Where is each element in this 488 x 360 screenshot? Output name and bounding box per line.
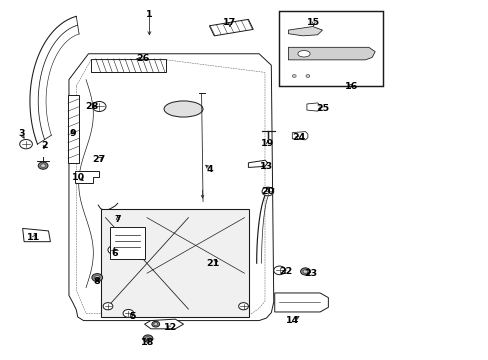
Text: 5: 5 xyxy=(129,312,135,321)
Circle shape xyxy=(304,73,311,79)
Text: 13: 13 xyxy=(259,162,272,171)
Circle shape xyxy=(273,266,285,275)
Polygon shape xyxy=(292,132,307,140)
Text: 18: 18 xyxy=(141,338,154,347)
Bar xyxy=(68,95,79,163)
Text: 16: 16 xyxy=(345,82,358,91)
Text: 9: 9 xyxy=(69,129,76,138)
Circle shape xyxy=(154,323,158,325)
Bar xyxy=(91,59,166,72)
Polygon shape xyxy=(306,103,320,111)
Text: 6: 6 xyxy=(111,249,118,258)
Text: 17: 17 xyxy=(223,18,236,27)
Circle shape xyxy=(300,268,310,275)
Circle shape xyxy=(292,75,296,77)
Circle shape xyxy=(92,274,102,282)
Circle shape xyxy=(305,75,309,77)
Text: 23: 23 xyxy=(303,269,316,278)
Circle shape xyxy=(143,335,153,342)
Text: 2: 2 xyxy=(41,141,48,150)
Text: 25: 25 xyxy=(315,104,328,113)
Text: 27: 27 xyxy=(92,155,105,164)
Text: 19: 19 xyxy=(261,139,274,148)
Text: 15: 15 xyxy=(306,18,320,27)
Text: 1: 1 xyxy=(146,10,152,19)
Ellipse shape xyxy=(163,101,203,117)
Text: 8: 8 xyxy=(94,276,101,285)
Bar xyxy=(278,11,383,86)
Circle shape xyxy=(92,102,106,112)
Polygon shape xyxy=(288,27,322,36)
Text: 4: 4 xyxy=(206,165,213,174)
Text: 21: 21 xyxy=(206,259,219,268)
Circle shape xyxy=(20,139,32,149)
Circle shape xyxy=(103,303,113,310)
Polygon shape xyxy=(144,319,183,329)
Circle shape xyxy=(108,246,120,254)
Circle shape xyxy=(152,321,159,327)
Circle shape xyxy=(38,162,48,169)
Circle shape xyxy=(123,310,134,318)
Polygon shape xyxy=(75,171,99,183)
Text: 24: 24 xyxy=(292,133,305,142)
Text: 26: 26 xyxy=(136,54,149,63)
Text: 7: 7 xyxy=(114,215,121,224)
Text: 22: 22 xyxy=(279,267,292,276)
Text: 10: 10 xyxy=(72,173,85,182)
Circle shape xyxy=(290,73,298,79)
Text: 14: 14 xyxy=(285,316,298,325)
Polygon shape xyxy=(288,47,374,60)
Circle shape xyxy=(238,303,248,310)
Circle shape xyxy=(303,270,307,273)
Polygon shape xyxy=(274,293,328,312)
Polygon shape xyxy=(248,160,267,167)
Circle shape xyxy=(94,275,100,279)
Text: 20: 20 xyxy=(261,187,274,196)
Polygon shape xyxy=(209,19,253,36)
Bar xyxy=(101,209,249,317)
Text: 28: 28 xyxy=(85,102,99,111)
Bar xyxy=(110,226,144,259)
Ellipse shape xyxy=(297,50,309,57)
Circle shape xyxy=(262,187,273,196)
Text: 12: 12 xyxy=(163,323,177,332)
Text: 3: 3 xyxy=(18,129,24,138)
Polygon shape xyxy=(69,54,273,320)
Circle shape xyxy=(41,164,45,167)
Text: 11: 11 xyxy=(27,233,41,242)
Circle shape xyxy=(145,337,150,340)
Polygon shape xyxy=(22,228,50,242)
